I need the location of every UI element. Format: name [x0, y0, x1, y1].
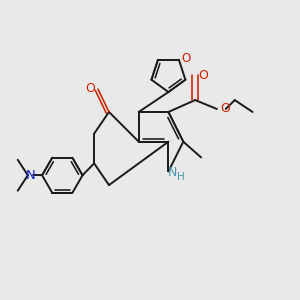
Text: N: N [25, 169, 35, 182]
Text: O: O [181, 52, 190, 65]
Text: O: O [220, 103, 230, 116]
Text: O: O [198, 69, 208, 82]
Text: N: N [168, 167, 178, 179]
Text: H: H [177, 172, 185, 182]
Text: O: O [85, 82, 95, 95]
